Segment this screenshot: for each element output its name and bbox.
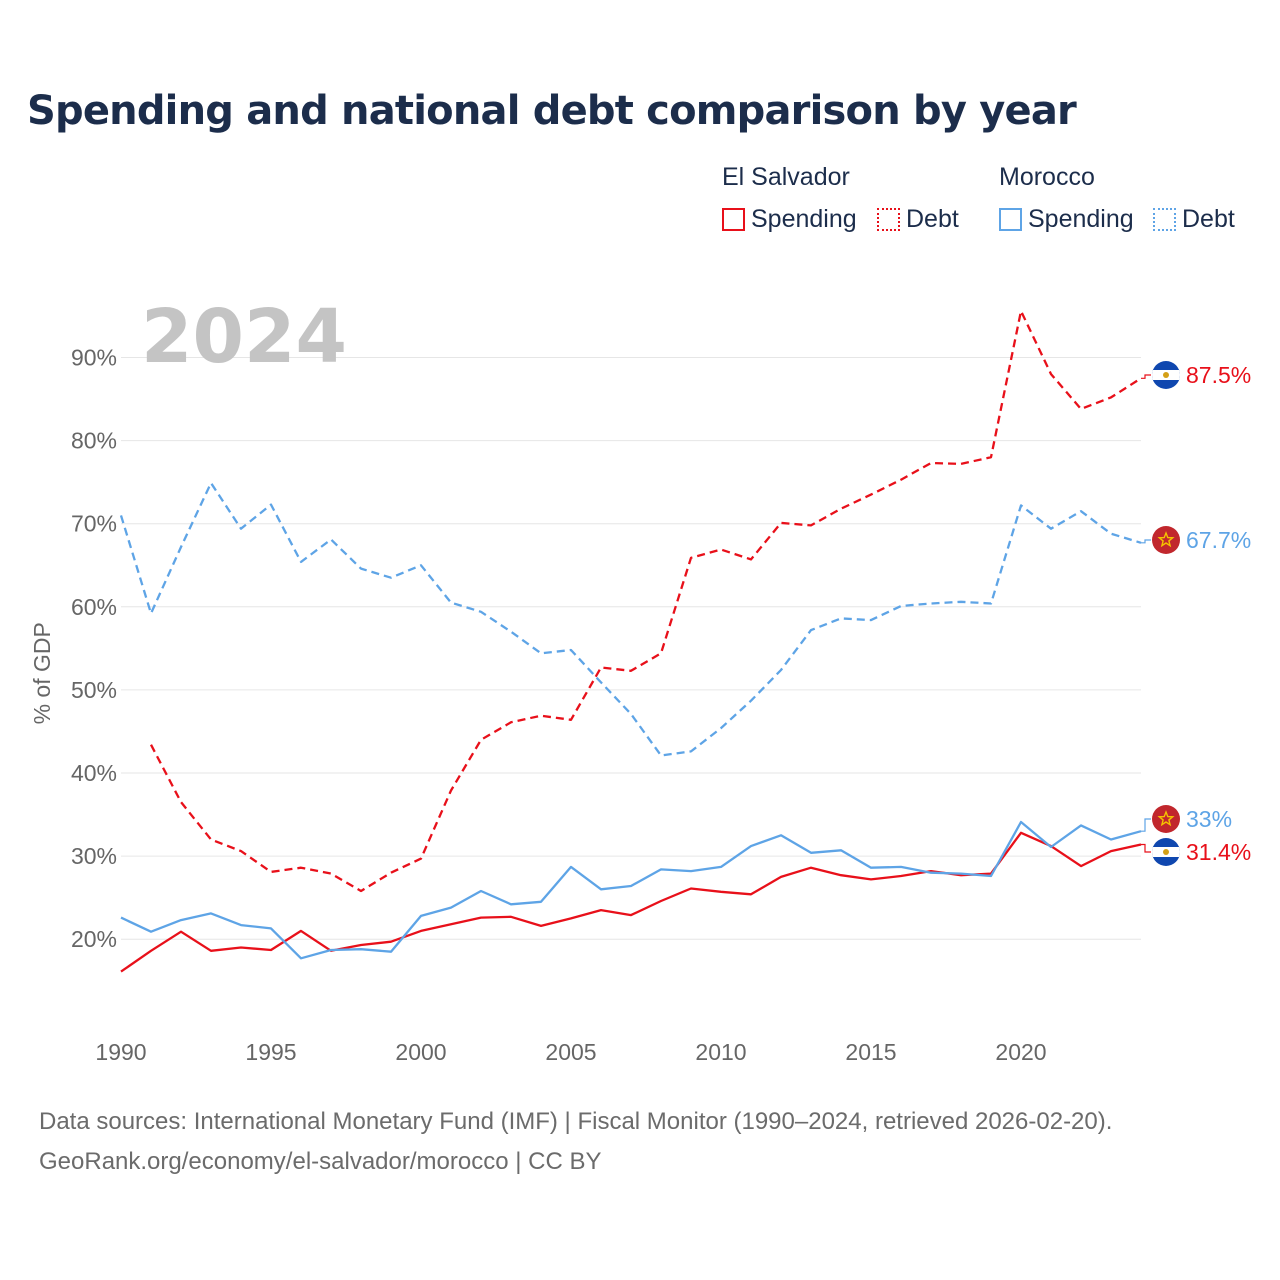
morocco-flag-icon — [1152, 526, 1180, 554]
legend-label: Spending — [1028, 205, 1134, 233]
series-line-el-salvador-spending — [120, 831, 1142, 973]
morocco-flag-icon — [1152, 805, 1180, 833]
legend-swatch-solid-icon — [999, 208, 1022, 231]
legend-morocco-spending[interactable]: Spending — [999, 205, 1134, 234]
series-line-morocco-debt — [119, 481, 1142, 757]
y-tick-label: 30% — [71, 843, 117, 869]
x-tick-label: 2005 — [545, 1039, 596, 1065]
legend-label: Debt — [906, 205, 959, 233]
legend-label: Debt — [1182, 205, 1235, 233]
end-label-connector — [1141, 843, 1151, 853]
line-chart: 20% 30% 40% 50% 60% 70% 80% 90% 1990 1995 2000 2005… — [29, 294, 1251, 1065]
series-line-morocco-spending — [120, 820, 1142, 960]
legend-el-salvador-debt[interactable]: Debt — [877, 205, 959, 234]
end-value-label: 87.5% — [1186, 362, 1251, 388]
legend-title-el-salvador: El Salvador — [722, 163, 850, 191]
footer-attribution: GeoRank.org/economy/el-salvador/morocco … — [39, 1148, 602, 1175]
el-salvador-flag-icon — [1152, 361, 1180, 389]
legend-el-salvador-spending[interactable]: Spending — [722, 205, 857, 234]
y-tick-label: 40% — [71, 760, 117, 786]
y-tick-label: 80% — [71, 428, 117, 454]
legend-swatch-solid-icon — [722, 208, 745, 231]
end-value-label: 31.4% — [1186, 839, 1251, 865]
y-tick-label: 50% — [71, 677, 117, 703]
x-tick-label: 2000 — [395, 1039, 446, 1065]
legend-morocco-debt[interactable]: Debt — [1153, 205, 1235, 234]
legend-swatch-dotted-icon — [877, 208, 900, 231]
end-value-label: 33% — [1186, 806, 1232, 832]
chart-title: Spending and national debt comparison by… — [27, 88, 1077, 134]
y-tick-label: 90% — [71, 345, 117, 371]
legend-title-morocco: Morocco — [999, 163, 1095, 191]
y-axis-label: % of GDP — [29, 622, 55, 724]
legend-swatch-dotted-icon — [1153, 208, 1176, 231]
end-value-label: 67.7% — [1186, 527, 1251, 553]
y-tick-label: 20% — [71, 926, 117, 952]
end-label-connector — [1141, 539, 1151, 544]
x-tick-label: 1990 — [95, 1039, 146, 1065]
x-tick-label: 2010 — [695, 1039, 746, 1065]
series-line-el-salvador-debt — [149, 309, 1142, 893]
x-tick-label: 1995 — [245, 1039, 296, 1065]
legend-label: Spending — [751, 205, 857, 233]
el-salvador-flag-icon — [1152, 838, 1180, 866]
end-label-connector — [1141, 374, 1151, 379]
year-label: 2024 — [141, 294, 347, 380]
y-tick-label: 70% — [71, 511, 117, 537]
end-label-connector — [1141, 818, 1151, 832]
footer-sources: Data sources: International Monetary Fun… — [39, 1108, 1113, 1135]
x-tick-label: 2020 — [995, 1039, 1046, 1065]
x-tick-label: 2015 — [845, 1039, 896, 1065]
y-tick-label: 60% — [71, 594, 117, 620]
